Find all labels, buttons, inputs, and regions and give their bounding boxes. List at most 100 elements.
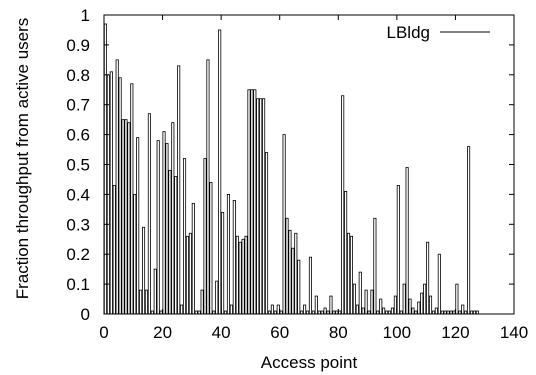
bar xyxy=(455,283,459,315)
bar xyxy=(434,307,438,315)
bar xyxy=(191,202,195,315)
bar xyxy=(396,185,400,315)
bar xyxy=(206,59,210,315)
bar xyxy=(241,238,245,315)
bar xyxy=(221,211,225,315)
bar xyxy=(402,283,406,315)
y-tick-label: 0 xyxy=(81,305,90,324)
bar xyxy=(379,298,383,315)
bar xyxy=(259,98,263,315)
bar-series xyxy=(103,23,479,315)
bar xyxy=(282,134,286,315)
legend-label-lbldg: LBldg xyxy=(387,23,430,42)
bar xyxy=(139,289,143,315)
bar xyxy=(411,307,415,315)
bar xyxy=(121,119,125,315)
y-tick-label: 0.6 xyxy=(66,126,90,145)
bar xyxy=(270,304,274,315)
bar xyxy=(264,152,269,315)
bar xyxy=(373,217,377,315)
bar xyxy=(229,304,233,315)
bar xyxy=(136,137,140,315)
bar xyxy=(420,292,424,315)
bar xyxy=(174,176,178,315)
bar xyxy=(182,158,187,315)
bar xyxy=(341,95,345,315)
bar xyxy=(423,283,427,315)
bar xyxy=(141,226,146,315)
bar xyxy=(200,289,204,315)
bar xyxy=(112,185,116,315)
bar xyxy=(408,298,412,315)
bar xyxy=(144,289,149,315)
bar xyxy=(361,307,365,315)
bar xyxy=(405,167,409,315)
bar xyxy=(393,295,397,315)
bar xyxy=(437,253,441,315)
bar xyxy=(467,146,471,315)
x-tick-label: 0 xyxy=(99,323,108,342)
bar xyxy=(147,113,151,315)
y-tick-label: 0.9 xyxy=(66,36,90,55)
bar xyxy=(256,98,260,315)
bar xyxy=(250,89,254,315)
bar xyxy=(124,119,128,315)
bar xyxy=(247,89,251,315)
bar xyxy=(238,241,242,315)
x-tick-label: 120 xyxy=(441,323,469,342)
x-tick-label: 40 xyxy=(212,323,231,342)
y-tick-label: 0.3 xyxy=(66,215,90,234)
bar xyxy=(291,247,295,315)
bar xyxy=(130,83,134,315)
bar xyxy=(346,232,351,315)
bar xyxy=(188,232,192,315)
y-axis-label: Fraction throughput from active users xyxy=(13,18,32,300)
bar xyxy=(235,235,239,315)
bar xyxy=(352,283,356,315)
bar xyxy=(177,65,181,315)
bar xyxy=(153,268,157,315)
x-tick-label: 140 xyxy=(500,323,528,342)
bar xyxy=(428,295,433,315)
legend: LBldg xyxy=(387,23,490,42)
bar xyxy=(215,280,219,315)
axis-ticks xyxy=(103,14,515,315)
bar xyxy=(168,170,172,315)
y-tick-label: 0.4 xyxy=(66,185,90,204)
y-tick-label: 1 xyxy=(81,6,90,25)
bar xyxy=(297,259,301,315)
bar xyxy=(180,304,184,315)
y-tick-label: 0.1 xyxy=(66,275,90,294)
bar xyxy=(103,23,107,315)
bar xyxy=(262,98,266,315)
y-tick-label: 0.7 xyxy=(66,96,90,115)
bar xyxy=(329,295,333,315)
x-tick-label: 80 xyxy=(329,323,348,342)
bar xyxy=(218,29,222,315)
bar xyxy=(244,235,248,315)
bar xyxy=(314,295,318,315)
bar xyxy=(417,301,421,315)
bar xyxy=(426,241,430,315)
bar xyxy=(156,140,160,315)
bar xyxy=(115,59,119,315)
bar xyxy=(133,193,137,315)
bar xyxy=(253,89,257,315)
x-tick-label: 100 xyxy=(383,323,411,342)
bar xyxy=(308,256,313,315)
y-tick-label: 0.8 xyxy=(66,66,90,85)
tick-labels: 0 20 40 60 80 100 120 140 0 0.1 0.2 0.3 0.4 0.5 0.6 0.7… xyxy=(66,6,528,342)
bar xyxy=(226,193,231,315)
bar xyxy=(303,304,307,315)
bar xyxy=(285,217,289,315)
bar xyxy=(185,235,190,315)
bar xyxy=(390,307,395,315)
bar xyxy=(276,304,280,315)
x-tick-label: 20 xyxy=(153,323,172,342)
bar xyxy=(118,77,122,315)
x-tick-label: 60 xyxy=(270,323,289,342)
bar xyxy=(288,229,292,315)
bar xyxy=(355,304,359,315)
bar xyxy=(209,182,213,315)
